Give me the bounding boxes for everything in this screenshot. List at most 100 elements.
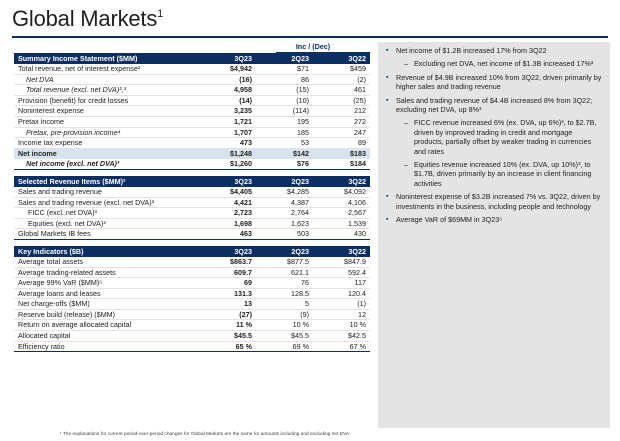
cell-3q22: 12	[313, 309, 370, 321]
row-label: Allocated capital	[14, 330, 204, 342]
cell-3q22: (1)	[313, 298, 370, 310]
table-row: Average loans and leases 131.3 128.5 120.4	[14, 288, 370, 300]
table-row: Average trading-related assets 609.7 621.1…	[14, 267, 370, 279]
inc-dec-header: Inc / (Dec)	[14, 42, 370, 53]
cell-3q22: 67 %	[313, 341, 370, 353]
cell-2q23: (15)	[256, 84, 313, 96]
cell-3q23: 1,721	[204, 116, 256, 128]
table-row: Reserve build (release) ($MM) (27) (9) 12	[14, 309, 370, 321]
cell-3q22: $459	[313, 64, 370, 75]
table-row: Sales and trading revenue (excl. net DVA…	[14, 197, 370, 209]
cell-2q23: $71	[256, 64, 313, 75]
cell-3q23: (16)	[204, 74, 256, 86]
cell-2q23: 1,623	[256, 218, 313, 230]
row-label: Income tax expense	[14, 137, 204, 149]
cell-2q23: 185	[256, 127, 313, 139]
col-header-3q22: 3Q22	[313, 175, 370, 187]
row-label: Net income	[14, 148, 204, 160]
cell-3q23: 473	[204, 137, 256, 149]
cell-3q22: $847.9	[313, 256, 370, 268]
cell-3q22: $184	[313, 158, 370, 170]
table-row: Total revenue (excl. net DVA)²,³ 4,958 (15…	[14, 84, 370, 96]
page-title: Global Markets	[12, 6, 158, 31]
cell-3q23: 1,698	[204, 218, 256, 230]
cell-2q23: 5	[256, 298, 313, 310]
cell-3q23: $863.7	[204, 256, 256, 268]
cell-2q23: 10 %	[256, 319, 313, 332]
cell-2q23: $142	[256, 148, 313, 160]
summary-income-table: Summary Income Statement ($MM) 3Q23 2Q23…	[14, 53, 370, 170]
bullet-point: Noninterest expense of $3.2B increased 7…	[386, 192, 602, 211]
cell-3q23: 3,235	[204, 105, 256, 117]
cell-3q22: $42.5	[313, 330, 370, 342]
bullet-point: Revenue of $4.9B increased 10% from 3Q22…	[386, 73, 602, 92]
row-label: Average total assets	[14, 256, 204, 268]
bullet-point: Sales and trading revenue of $4.4B incre…	[386, 96, 602, 115]
cell-3q22: 1,539	[313, 218, 370, 230]
cell-2q23: $76	[256, 158, 313, 170]
cell-3q23: 13	[204, 298, 256, 310]
row-label: Average loans and leases	[14, 288, 204, 300]
cell-3q23: (27)	[204, 309, 256, 321]
cell-3q22: 247	[313, 127, 370, 139]
cell-3q23: $45.5	[204, 330, 256, 342]
table-row: Noninterest expense 3,235 (114) 212	[14, 105, 370, 117]
cell-3q22: 4,106	[313, 197, 370, 209]
row-label: Sales and trading revenue	[14, 186, 204, 198]
table-header-row: Key Indicators ($B) 3Q23 2Q23 3Q22	[14, 245, 370, 257]
table-row: Pretax income 1,721 195 272	[14, 116, 370, 128]
cell-2q23: (9)	[256, 309, 313, 321]
commentary-panel: Net income of $1.2B increased 17% from 3…	[378, 42, 610, 428]
bullet-point: Average VaR of $69MM in 3Q23⁵	[386, 215, 602, 225]
cell-2q23: 53	[256, 137, 313, 149]
row-label: Total revenue, net of interest expense²	[14, 64, 204, 75]
col-header-3q23: 3Q23	[204, 245, 256, 257]
col-header-3q22: 3Q22	[313, 245, 370, 257]
table-row: Return on average allocated capital 11 % 1…	[14, 319, 370, 332]
table-row: Pretax, pre-provision income⁴ 1,707 185 247	[14, 127, 370, 139]
cell-3q23: 463	[204, 228, 256, 240]
revenue-header-title: Selected Revenue Items ($MM)²	[14, 175, 204, 187]
cell-3q22: $183	[313, 148, 370, 160]
cell-2q23: (114)	[256, 105, 313, 117]
row-label: FICC (excl. net DVA)³	[14, 207, 204, 219]
table-row: Allocated capital $45.5 $45.5 $42.5	[14, 330, 370, 342]
cell-2q23: 69 %	[256, 341, 313, 353]
cell-3q23: 11 %	[204, 319, 256, 332]
cell-2q23: 195	[256, 116, 313, 128]
table-row: Efficiency ratio 65 % 69 % 67 %	[14, 341, 370, 353]
cell-3q23: 69	[204, 277, 256, 289]
inc-dec-rule	[276, 52, 370, 53]
cell-3q22: (25)	[313, 95, 370, 107]
cell-2q23: 86	[256, 74, 313, 86]
cell-3q22: (2)	[313, 74, 370, 86]
financial-tables: Inc / (Dec) Summary Income Statement ($M…	[14, 42, 370, 353]
cell-2q23: 128.5	[256, 288, 313, 300]
title-block: Global Markets1	[12, 6, 163, 32]
row-label: Noninterest expense	[14, 105, 204, 117]
row-label: Pretax income	[14, 116, 204, 128]
cell-3q22: 430	[313, 228, 370, 240]
row-label: Net DVA	[14, 74, 204, 86]
table-row: Net income (excl. net DVA)³ $1,260 $76 $184	[14, 158, 370, 170]
row-label: Average 99% VaR ($MM)⁵	[14, 277, 204, 289]
row-label: Provision (benefit) for credit losses	[14, 95, 204, 107]
table-row: Sales and trading revenue $4,405 $4,285 $4,…	[14, 186, 370, 198]
cell-2q23: 503	[256, 228, 313, 240]
table-row: Provision (benefit) for credit losses (14…	[14, 95, 370, 107]
cell-3q22: 461	[313, 84, 370, 96]
col-header-3q22: 3Q22	[313, 53, 370, 64]
row-label: Net income (excl. net DVA)³	[14, 158, 204, 170]
table-row: FICC (excl. net DVA)³ 2,723 2,764 2,567	[14, 207, 370, 219]
col-header-3q23: 3Q23	[204, 53, 256, 64]
cell-2q23: 4,387	[256, 197, 313, 209]
table-row: Total revenue, net of interest expense² $…	[14, 64, 370, 75]
cell-3q23: $4,405	[204, 186, 256, 198]
table-row: Income tax expense 473 53 89	[14, 137, 370, 149]
row-label: Reserve build (release) ($MM)	[14, 309, 204, 321]
cell-3q23: 4,421	[204, 197, 256, 209]
cell-3q22: 117	[313, 277, 370, 289]
cell-2q23: 2,764	[256, 207, 313, 219]
col-header-2q23: 2Q23	[256, 53, 313, 64]
row-label: Return on average allocated capital	[14, 319, 204, 332]
